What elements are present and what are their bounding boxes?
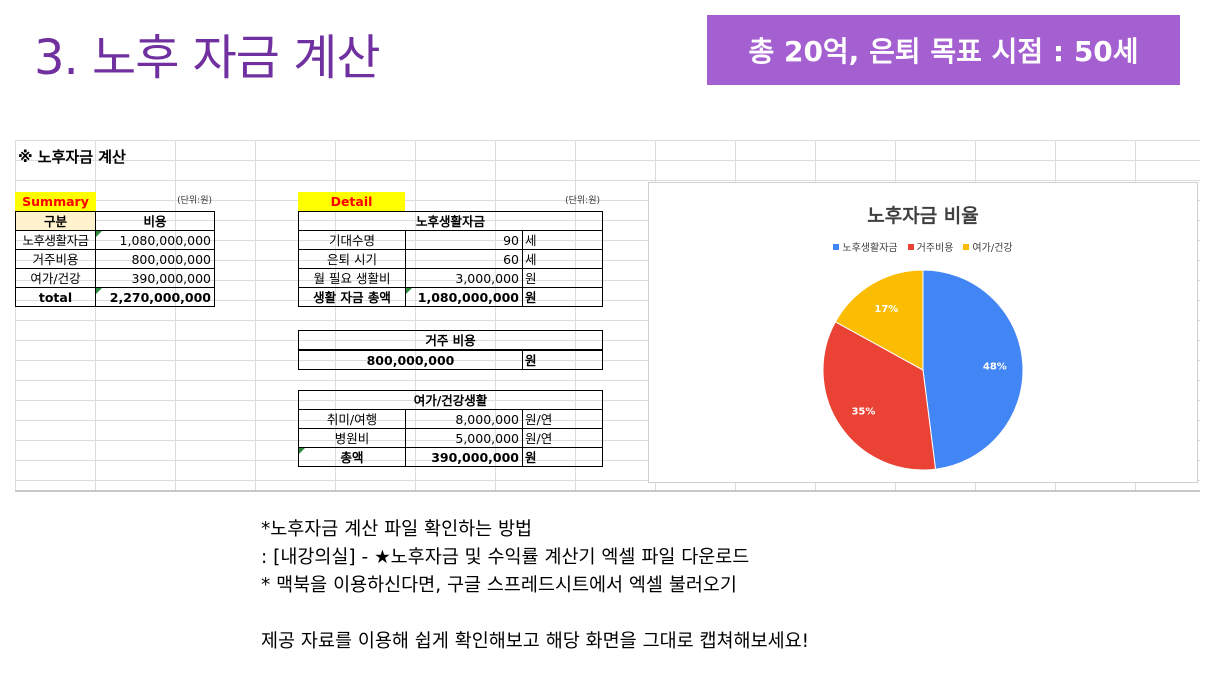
instructions: *노후자금 계산 파일 확인하는 방법 : [내강의실] - ★노후자금 및 수… xyxy=(261,516,809,656)
pie-slice[interactable] xyxy=(834,269,924,371)
living-header: 노후생활자금 xyxy=(298,211,603,231)
leisure-row-name: 병원비 xyxy=(298,428,406,448)
slide-title: 3. 노후 자금 계산 xyxy=(34,30,381,86)
housing-header: 거주 비용 xyxy=(298,330,603,350)
legend-item: 여가/건강 xyxy=(963,239,1013,254)
summary-row-value: 800,000,000 xyxy=(95,249,215,269)
summary-label: Summary xyxy=(15,192,96,211)
pie-chart[interactable]: 노후자금 비율 노후생활자금 거주비용 여가/건강 48% 35% 17% xyxy=(648,182,1198,483)
pie-slice[interactable] xyxy=(822,321,937,471)
legend-item: 거주비용 xyxy=(907,239,954,254)
summary-header-category: 구분 xyxy=(15,211,96,231)
instruction-line: * 맥북을 이용하신다면, 구글 스프레드시트에서 엑셀 불러오기 xyxy=(261,575,737,596)
goal-badge: 총 20억, 은퇴 목표 시점 : 50세 xyxy=(707,15,1180,85)
instruction-line: : [내강의실] - ★노후자금 및 수익률 계산기 엑셀 파일 다운로드 xyxy=(261,547,750,568)
living-row-unit: 세 xyxy=(522,249,603,269)
living-total-value: 1,080,000,000 xyxy=(405,287,523,307)
legend-label: 노후생활자금 xyxy=(842,243,898,254)
legend-item: 노후생활자금 xyxy=(833,239,898,254)
leisure-row-unit: 원/연 xyxy=(522,428,603,448)
housing-value: 800,000,000 xyxy=(298,350,523,370)
spacer xyxy=(261,600,809,628)
living-row-value: 3,000,000 xyxy=(405,268,523,288)
living-row-value: 60 xyxy=(405,249,523,269)
sheet-title: ※ 노후자금 계산 xyxy=(18,148,126,166)
leisure-header: 여가/건강생활 xyxy=(298,390,603,410)
leisure-total-name: 총액 xyxy=(298,447,406,467)
leisure-row-name: 취미/여행 xyxy=(298,409,406,429)
pie-slice-label: 17% xyxy=(874,304,898,315)
pie-slice-label: 35% xyxy=(851,406,875,417)
summary-row-name: 노후생활자금 xyxy=(15,230,96,250)
living-row-value: 90 xyxy=(405,230,523,250)
living-row-unit: 원 xyxy=(522,268,603,288)
pie-slice[interactable] xyxy=(922,269,1024,470)
summary-header-cost: 비용 xyxy=(95,211,215,231)
summary-row-name: 거주비용 xyxy=(15,249,96,269)
pie-slice-label: 48% xyxy=(983,361,1007,372)
living-row-name: 은퇴 시기 xyxy=(298,249,406,269)
summary-row-value: 1,080,000,000 xyxy=(95,230,215,250)
chart-title: 노후자금 비율 xyxy=(867,205,979,227)
leisure-total-unit: 원 xyxy=(522,447,603,467)
legend-label: 거주비용 xyxy=(916,243,954,254)
pie-svg: 48% 35% 17% xyxy=(822,269,1024,471)
living-total-unit: 원 xyxy=(522,287,603,307)
legend-swatch xyxy=(833,243,840,250)
instruction-line: 제공 자료를 이용해 쉽게 확인해보고 해당 화면을 그대로 캡쳐해보세요! xyxy=(261,631,810,652)
detail-label: Detail xyxy=(298,192,405,211)
summary-row-name: 여가/건강 xyxy=(15,268,96,288)
legend-swatch xyxy=(963,243,970,250)
detail-unit: (단위:원) xyxy=(565,196,600,206)
leisure-total-value: 390,000,000 xyxy=(405,447,523,467)
living-row-name: 월 필요 생활비 xyxy=(298,268,406,288)
summary-total-value: 2,270,000,000 xyxy=(95,287,215,307)
housing-unit: 원 xyxy=(522,350,603,370)
living-row-unit: 세 xyxy=(522,230,603,250)
summary-total-label: total xyxy=(15,287,96,307)
summary-row-value: 390,000,000 xyxy=(95,268,215,288)
legend-swatch xyxy=(907,243,914,250)
leisure-row-value: 5,000,000 xyxy=(405,428,523,448)
chart-legend: 노후생활자금 거주비용 여가/건강 xyxy=(649,239,1197,254)
leisure-row-value: 8,000,000 xyxy=(405,409,523,429)
living-total-name: 생활 자금 총액 xyxy=(298,287,406,307)
leisure-row-unit: 원/연 xyxy=(522,409,603,429)
living-row-name: 기대수명 xyxy=(298,230,406,250)
instruction-line: *노후자금 계산 파일 확인하는 방법 xyxy=(261,519,533,540)
spreadsheet: ※ 노후자금 계산 Summary (단위:원) 구분 비용 노후생활자금 1,… xyxy=(15,140,1200,492)
summary-unit: (단위:원) xyxy=(177,196,212,206)
legend-label: 여가/건강 xyxy=(972,243,1013,254)
